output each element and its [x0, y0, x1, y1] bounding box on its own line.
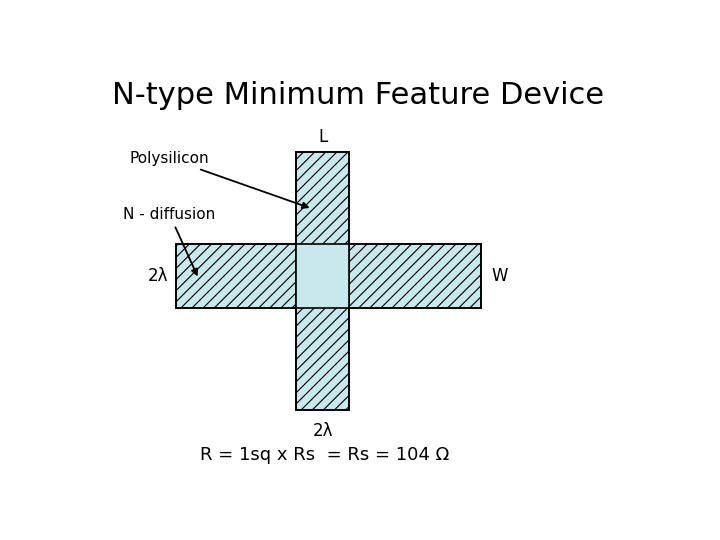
Text: 2λ: 2λ — [312, 422, 333, 441]
Text: L: L — [318, 128, 328, 146]
Bar — [297, 152, 349, 410]
Bar — [176, 244, 481, 308]
Text: N-type Minimum Feature Device: N-type Minimum Feature Device — [112, 82, 605, 111]
Bar — [297, 244, 349, 308]
Bar — [297, 152, 349, 410]
Text: Polysilicon: Polysilicon — [129, 151, 308, 208]
Text: W: W — [492, 267, 508, 285]
Text: N - diffusion: N - diffusion — [124, 207, 216, 275]
Bar — [176, 244, 481, 308]
Text: 2λ: 2λ — [148, 267, 168, 285]
Text: R = 1sq x Rs  = Rs = 104 Ω: R = 1sq x Rs = Rs = 104 Ω — [199, 446, 449, 464]
